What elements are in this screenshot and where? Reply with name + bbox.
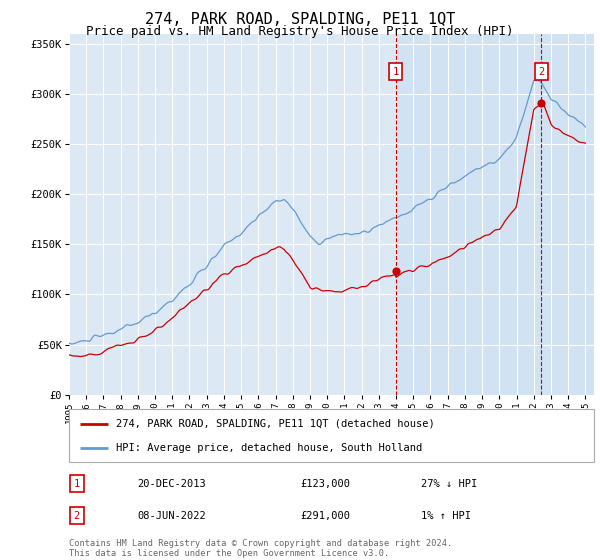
Text: 08-JUN-2022: 08-JUN-2022 bbox=[137, 511, 206, 521]
Text: 1% ↑ HPI: 1% ↑ HPI bbox=[421, 511, 471, 521]
Point bbox=[391, 267, 400, 276]
Text: 2: 2 bbox=[74, 511, 80, 521]
Text: HPI: Average price, detached house, South Holland: HPI: Average price, detached house, Sout… bbox=[116, 443, 422, 453]
Text: 274, PARK ROAD, SPALDING, PE11 1QT (detached house): 274, PARK ROAD, SPALDING, PE11 1QT (deta… bbox=[116, 419, 435, 429]
FancyBboxPatch shape bbox=[69, 409, 594, 462]
Text: 20-DEC-2013: 20-DEC-2013 bbox=[137, 479, 206, 489]
Text: Contains HM Land Registry data © Crown copyright and database right 2024.
This d: Contains HM Land Registry data © Crown c… bbox=[69, 539, 452, 558]
Text: 27% ↓ HPI: 27% ↓ HPI bbox=[421, 479, 477, 489]
Point bbox=[536, 99, 546, 108]
Bar bbox=[395, 34, 594, 395]
Text: £123,000: £123,000 bbox=[300, 479, 350, 489]
Text: 1: 1 bbox=[392, 67, 398, 77]
Text: £291,000: £291,000 bbox=[300, 511, 350, 521]
Text: 274, PARK ROAD, SPALDING, PE11 1QT: 274, PARK ROAD, SPALDING, PE11 1QT bbox=[145, 12, 455, 27]
Text: Price paid vs. HM Land Registry's House Price Index (HPI): Price paid vs. HM Land Registry's House … bbox=[86, 25, 514, 38]
Text: 2: 2 bbox=[538, 67, 544, 77]
Text: 1: 1 bbox=[74, 479, 80, 489]
